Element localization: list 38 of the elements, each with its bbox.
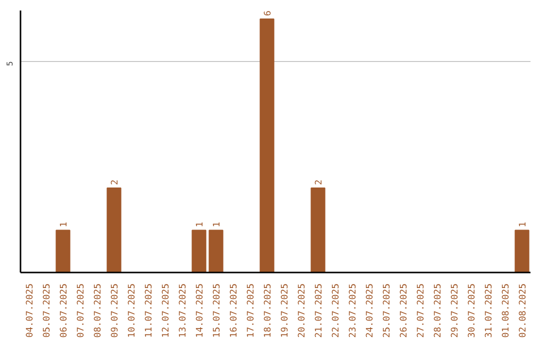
x-tick-label: 15.07.2025 xyxy=(212,283,222,338)
data-label: 6 xyxy=(264,10,274,16)
data-label: 1 xyxy=(212,222,222,228)
x-tick-label: 09.07.2025 xyxy=(110,283,120,338)
x-tick-label: 05.07.2025 xyxy=(42,283,52,338)
y-tick-label: 5 xyxy=(6,61,14,66)
x-tick-label: 08.07.2025 xyxy=(94,283,104,338)
x-tick-label: 11.07.2025 xyxy=(144,283,154,338)
x-tick-label: 12.07.2025 xyxy=(162,283,172,338)
x-tick-label: 02.08.2025 xyxy=(518,283,528,338)
x-tick-label: 27.07.2025 xyxy=(416,283,426,338)
x-tick-label: 21.07.2025 xyxy=(314,283,324,338)
x-tick-label: 18.07.2025 xyxy=(264,283,274,338)
x-tick-label: 19.07.2025 xyxy=(280,283,290,338)
data-label: 1 xyxy=(196,222,206,228)
data-label: 2 xyxy=(110,180,120,185)
x-tick-label: 29.07.2025 xyxy=(450,283,460,338)
x-tick-label: 28.07.2025 xyxy=(434,283,444,338)
x-tick-label: 31.07.2025 xyxy=(484,283,494,338)
data-label: 1 xyxy=(60,222,70,228)
data-label: 2 xyxy=(314,180,324,185)
x-tick-label: 25.07.2025 xyxy=(382,283,392,338)
x-tick-label: 22.07.2025 xyxy=(332,283,342,338)
x-tick-label: 23.07.2025 xyxy=(348,283,358,338)
x-tick-label: 16.07.2025 xyxy=(230,283,240,338)
x-tick-label: 01.08.2025 xyxy=(502,283,512,338)
data-label: 1 xyxy=(518,222,528,228)
x-tick-label: 06.07.2025 xyxy=(60,283,70,338)
x-tick-label: 30.07.2025 xyxy=(468,283,478,338)
x-tick-label: 14.07.2025 xyxy=(196,283,206,338)
x-tick-label: 13.07.2025 xyxy=(178,283,188,338)
x-tick-label: 20.07.2025 xyxy=(298,283,308,338)
x-tick-label: 17.07.2025 xyxy=(246,283,256,338)
x-tick-label: 26.07.2025 xyxy=(400,283,410,338)
x-tick-label: 04.07.2025 xyxy=(26,283,36,338)
x-tick-label: 10.07.2025 xyxy=(128,283,138,338)
x-tick-label: 07.07.2025 xyxy=(76,283,86,338)
x-tick-label: 24.07.2025 xyxy=(366,283,376,338)
